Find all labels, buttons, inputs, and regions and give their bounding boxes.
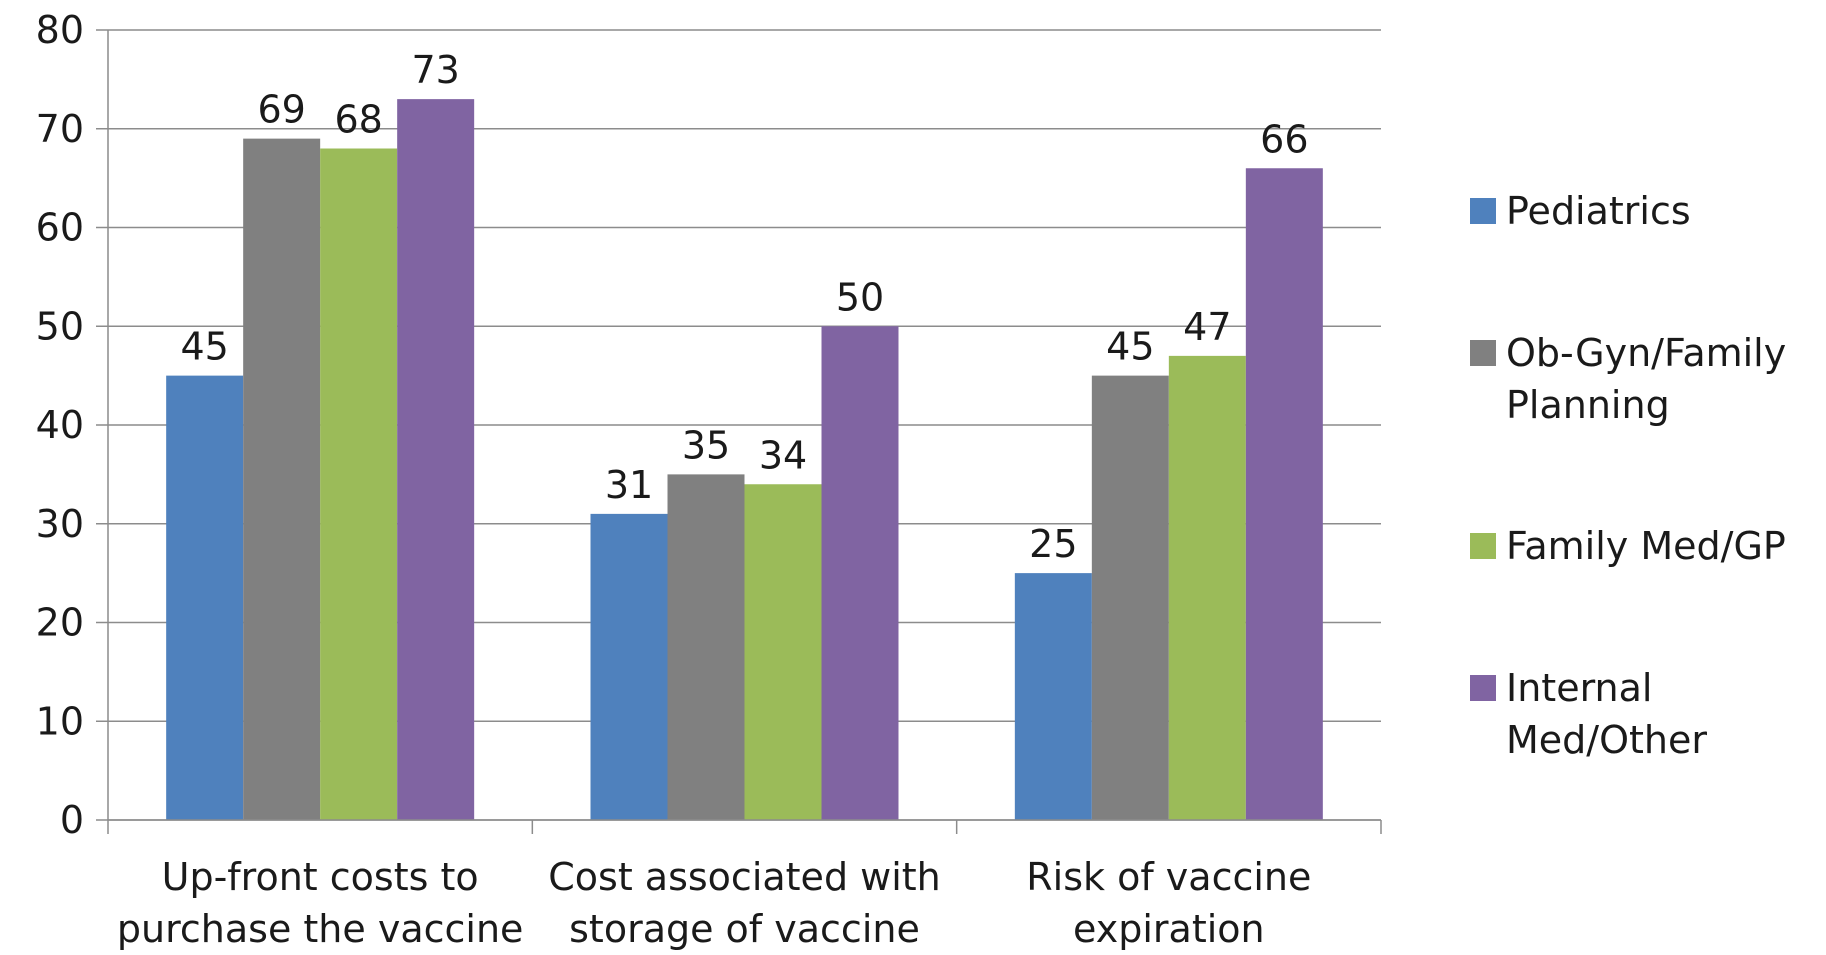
y-tick-label: 80 [36,8,84,52]
bar [821,326,899,820]
data-label: 45 [180,325,228,369]
y-tick-label: 0 [60,798,84,842]
legend-swatch [1470,675,1496,701]
bar [320,148,398,820]
data-label: 45 [1106,325,1154,369]
x-tick-label: Up-front costs to [162,855,479,899]
bar [397,99,475,820]
bar [1168,355,1246,820]
y-tick-label: 60 [36,206,84,250]
legend-label: Med/Other [1506,718,1707,762]
y-tick-label: 20 [36,601,84,645]
bar [590,513,668,820]
bars [166,99,1323,820]
data-label: 31 [605,463,653,507]
bar [243,138,321,820]
y-tick-label: 70 [36,107,84,151]
x-tick-label: Cost associated with [548,855,941,899]
data-label: 50 [836,275,884,319]
legend-label: Pediatrics [1506,189,1691,233]
legend-swatch [1470,198,1496,224]
x-tick-label: Risk of vaccine [1026,855,1311,899]
y-tick-label: 50 [36,304,84,348]
data-label: 35 [682,423,730,467]
data-label: 66 [1260,117,1308,161]
data-label: 25 [1029,522,1077,566]
bar [1014,573,1092,820]
legend: Pediatrics Ob-Gyn/Family Planning Family Me… [1470,189,1786,762]
bar [1245,168,1323,820]
data-label: 73 [411,48,459,92]
legend-label: Planning [1506,383,1670,427]
bar [744,484,822,820]
axes [107,30,1382,834]
bar [667,474,745,820]
legend-label: Family Med/GP [1506,524,1786,568]
x-tick-label: storage of vaccine [569,907,920,951]
legend-swatch [1470,340,1496,366]
data-label: 34 [759,433,807,477]
y-tick-label: 30 [36,502,84,546]
bar [1091,375,1169,820]
legend-swatch [1470,533,1496,559]
labels: 0 10 20 30 40 50 60 70 80 45 69 68 73 Up-front costs … [36,8,1312,951]
data-label: 47 [1183,305,1231,349]
legend-label: Internal [1506,666,1652,710]
legend-label: Ob-Gyn/Family [1506,331,1786,375]
y-tick-label: 40 [36,403,84,447]
data-label: 69 [257,88,305,132]
bar [166,375,244,820]
x-tick-label: purchase the vaccine [117,907,524,951]
x-tick-label: expiration [1073,907,1265,951]
data-label: 68 [334,98,382,142]
y-tick-label: 10 [36,699,84,743]
